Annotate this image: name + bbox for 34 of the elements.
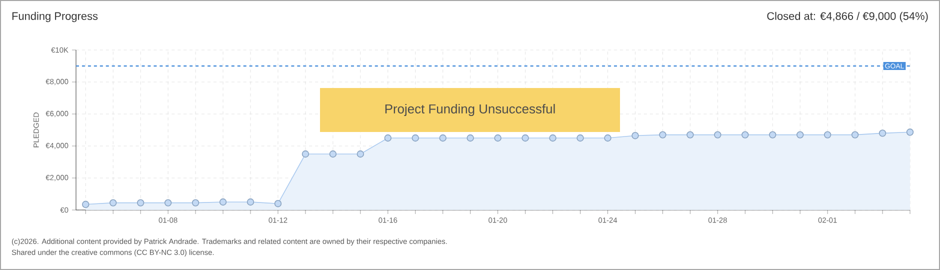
point [356,150,364,158]
point [522,134,529,142]
point [878,130,886,137]
point [274,200,282,208]
point [110,199,117,206]
point [164,199,172,206]
point [466,134,474,142]
point [604,134,612,142]
point [412,134,419,142]
point [494,134,502,142]
point [742,131,749,138]
point [632,132,639,140]
point [714,131,722,138]
point [136,199,144,206]
point [82,200,90,208]
point [659,131,666,138]
point [384,134,392,142]
point [329,150,337,158]
point [219,198,227,206]
point [824,131,832,138]
point [302,150,310,158]
chart-title: Funding Progress [12,12,98,22]
point [769,131,776,138]
point [576,134,584,142]
point [439,134,446,142]
annotation: Project Funding Unsuccessful [385,104,555,116]
point [906,128,914,136]
point [549,134,556,142]
point [686,131,694,138]
chart-subtitle: Closed at: €4,866 / €9,000 (54%) [767,12,928,22]
point [246,198,254,206]
point [192,199,200,206]
point [851,131,859,138]
point [796,131,804,138]
